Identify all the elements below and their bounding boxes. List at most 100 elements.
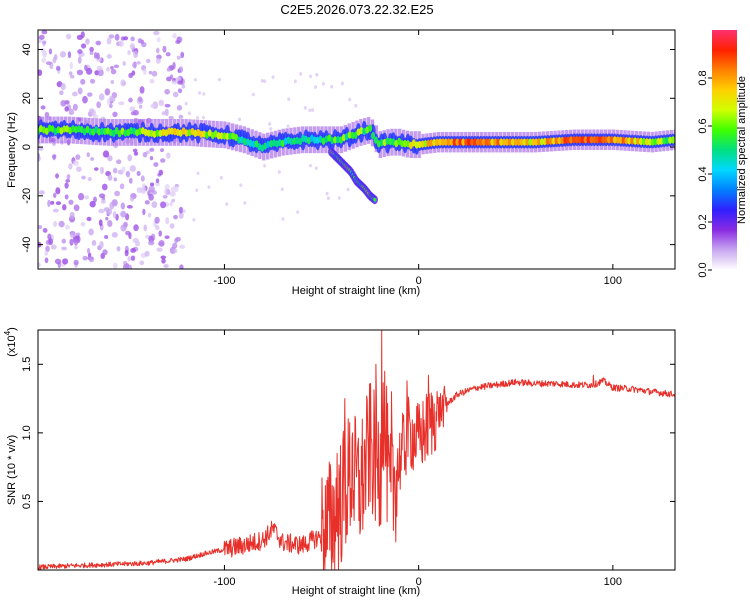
spectrogram-noise-cell bbox=[303, 106, 307, 110]
spectrogram-noise-cell bbox=[93, 196, 97, 203]
spectrogram-noise-cell bbox=[287, 97, 291, 101]
snr-axes: -100 0 100 0.5 1.0 1.5 bbox=[21, 330, 675, 588]
spectrogram-noise-cell bbox=[166, 152, 171, 159]
spectrogram-core-cell bbox=[633, 137, 638, 145]
spectrogram-noise-cell bbox=[171, 80, 178, 85]
spectrogram-noise-cell bbox=[88, 256, 95, 263]
spectrogram-noise-cell bbox=[165, 52, 171, 57]
spectrogram-core-cell bbox=[467, 138, 472, 146]
spectrogram-noise-cell bbox=[129, 106, 136, 112]
spectrogram-noise-cell bbox=[86, 152, 90, 158]
spectrogram-noise-cell bbox=[153, 30, 160, 36]
spectrogram-core-cell bbox=[368, 124, 373, 132]
spectrogram-noise-cell bbox=[122, 61, 126, 66]
spectrogram-noise-cell bbox=[321, 82, 325, 86]
spectrogram-noise-cell bbox=[354, 103, 358, 108]
spectrogram-core-cell bbox=[88, 128, 93, 136]
spectrogram-core-cell bbox=[312, 136, 317, 144]
spectrogram-noise-cell bbox=[156, 247, 163, 252]
spectrogram-core-cell bbox=[560, 136, 565, 145]
spectrogram-noise-cell bbox=[98, 208, 104, 214]
spectrogram-noise-cell bbox=[45, 61, 52, 66]
spectrogram-core-cell bbox=[659, 137, 664, 145]
spectrogram-core-cell bbox=[373, 136, 378, 144]
spectrogram-core-cell bbox=[47, 124, 52, 132]
spectrogram-core-cell bbox=[627, 137, 632, 145]
spectrogram-noise-cell bbox=[207, 185, 211, 189]
colorbar-tick-label: 0.2 bbox=[697, 214, 709, 229]
spectrogram-core-cell bbox=[143, 128, 148, 137]
spectrogram-noise-cell bbox=[176, 104, 183, 111]
spectrogram-noise-cell bbox=[68, 199, 74, 205]
spectrogram-noise-cell bbox=[277, 170, 281, 174]
spectrogram-noise-cell bbox=[44, 250, 49, 256]
spectrogram-ylabel: Frequency (Hz) bbox=[6, 112, 18, 188]
spectrogram-noise-cell bbox=[86, 247, 91, 254]
spectrogram-noise-cell bbox=[73, 204, 80, 212]
spectrogram-core-cell bbox=[537, 138, 542, 146]
spectrogram-noise-cell bbox=[86, 216, 92, 222]
spectrogram-core-cell bbox=[219, 132, 224, 140]
spectrogram-core-cell bbox=[522, 138, 527, 146]
spectrogram-noise-cell bbox=[308, 108, 312, 113]
spectrogram-noise-cell bbox=[127, 97, 133, 103]
spectrogram-noise-cell bbox=[127, 256, 131, 262]
spectrogram-core-cell bbox=[487, 138, 492, 146]
spectrogram-core-cell bbox=[237, 136, 242, 144]
spectrogram-core-cell bbox=[400, 140, 405, 148]
spectrogram-noise-cell bbox=[91, 239, 97, 246]
spectrogram-core-cell bbox=[569, 136, 574, 144]
spectrogram-noise-cell bbox=[106, 98, 111, 105]
spectrogram-noise-cell bbox=[69, 62, 74, 70]
spectrogram-noise-cell bbox=[184, 101, 188, 106]
colorbar: 0.0 0.2 0.4 0.6 0.8 Normalized spectral ampl… bbox=[697, 30, 748, 278]
spectrogram-noise-cell bbox=[88, 228, 94, 236]
spectrogram-noise-cell bbox=[164, 184, 170, 190]
spectrogram-core-cell bbox=[175, 128, 180, 137]
spectrogram-noise-cell bbox=[59, 51, 67, 58]
spectrogram-noise-cell bbox=[169, 223, 175, 229]
spectrogram-core-cell bbox=[472, 138, 477, 146]
spectrogram-core-cell bbox=[592, 136, 597, 144]
spectrogram-core-cell bbox=[618, 136, 623, 144]
spectrogram-noise-cell bbox=[124, 249, 129, 257]
spectrogram-core-cell bbox=[123, 129, 128, 137]
spectrogram-core-cell bbox=[455, 138, 460, 146]
spectrogram-noise-cell bbox=[172, 33, 177, 39]
spectrogram-noise-cell bbox=[69, 238, 74, 246]
spectrogram-noise-cell bbox=[348, 97, 352, 102]
spectrogram-core-cell bbox=[606, 136, 611, 144]
spectrogram-noise-cell bbox=[161, 111, 166, 116]
spectrogram-noise-cell bbox=[108, 103, 113, 109]
spectrogram-noise-cell bbox=[139, 86, 145, 94]
spectrogram-noise-cell bbox=[98, 219, 103, 227]
spectrogram-noise-cell bbox=[55, 65, 61, 71]
spectrogram-noise-cell bbox=[118, 101, 125, 106]
spectrogram-noise-cell bbox=[154, 216, 160, 224]
spectrogram-core-cell bbox=[516, 138, 521, 146]
spectrogram-core-cell bbox=[539, 138, 544, 146]
spectrogram-noise-cell bbox=[330, 84, 334, 89]
spectrogram-noise-cell bbox=[164, 108, 169, 117]
spectrogram-noise-cell bbox=[166, 76, 172, 82]
spectrogram-core-cell bbox=[647, 138, 652, 146]
spectrogram-noise-cell bbox=[176, 55, 181, 60]
spectrogram-noise-cell bbox=[75, 232, 81, 237]
spectrogram-noise-cell bbox=[110, 79, 115, 85]
spectrogram-noise-cell bbox=[93, 52, 98, 59]
spectrogram-core-cell bbox=[350, 131, 355, 140]
spectrogram-branch-core bbox=[373, 197, 377, 202]
spectrogram-noise-cell bbox=[130, 36, 135, 42]
spectrogram-core-cell bbox=[548, 137, 553, 145]
spectrogram-noise-cell bbox=[133, 151, 139, 156]
spectrogram-noise-cell bbox=[80, 31, 85, 39]
snr-ylabel: SNR (10 * v/v) bbox=[6, 435, 18, 505]
spectrogram-core-cell bbox=[542, 137, 547, 146]
spectrogram-noise-cell bbox=[95, 40, 102, 46]
spectrogram-core-cell bbox=[347, 131, 352, 139]
spectrogram-noise-cell bbox=[87, 92, 93, 97]
spectrogram-core-cell bbox=[551, 137, 556, 145]
spectrogram-noise-cell bbox=[160, 148, 165, 153]
spectrogram-noise-cell bbox=[104, 88, 111, 96]
spectrogram-core-cell bbox=[493, 138, 498, 146]
